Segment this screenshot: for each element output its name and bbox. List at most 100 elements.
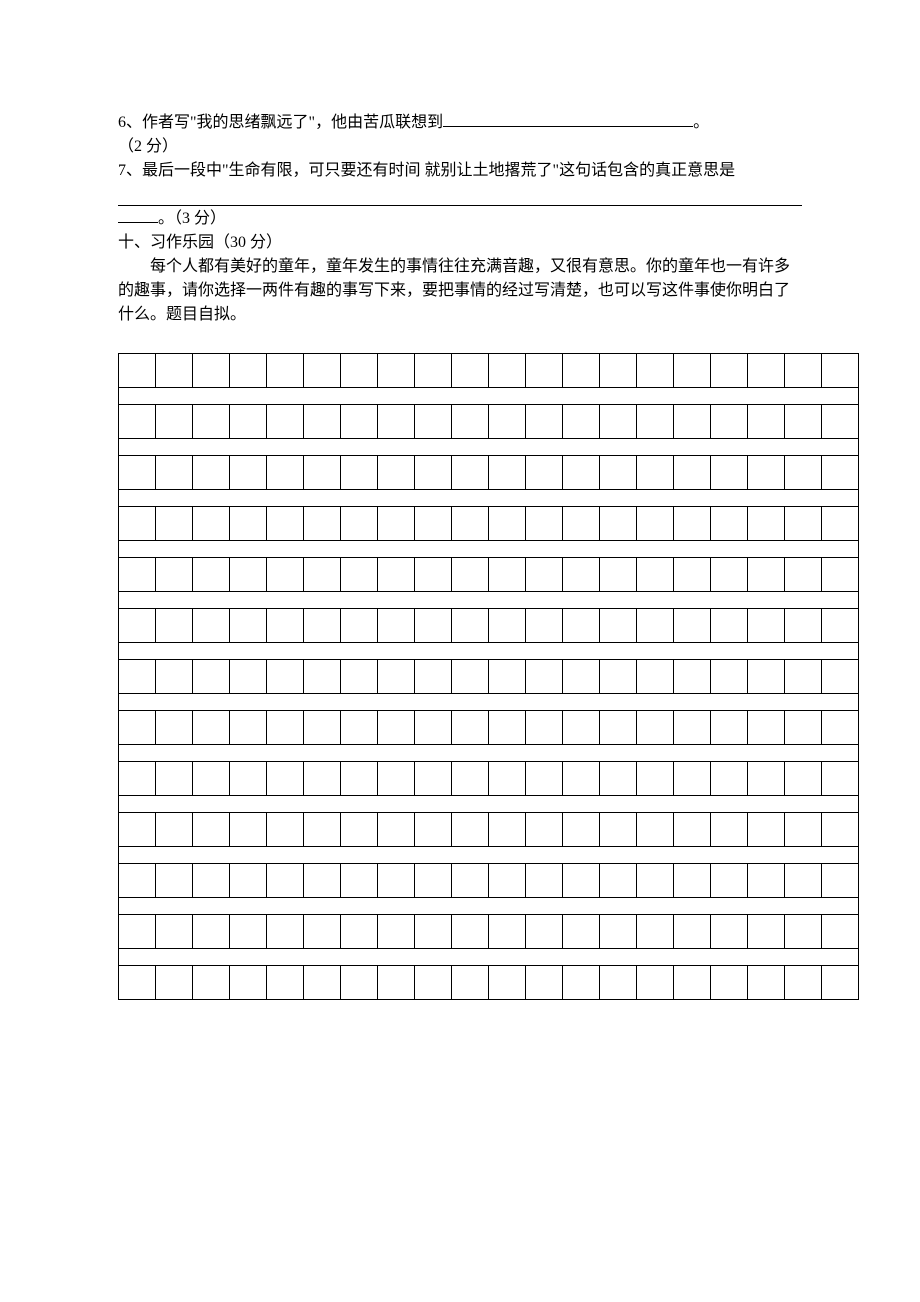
grid-cell [489, 660, 526, 694]
grid-spacer-cell [748, 592, 785, 609]
grid-spacer-cell [341, 796, 378, 813]
grid-spacer-cell [415, 694, 452, 711]
grid-cell [341, 456, 378, 490]
grid-spacer-cell [674, 796, 711, 813]
grid-spacer-cell [119, 847, 156, 864]
grid-spacer-cell [600, 847, 637, 864]
grid-spacer-cell [267, 439, 304, 456]
grid-spacer-cell [119, 949, 156, 966]
grid-cell [267, 558, 304, 592]
grid-cell [378, 966, 415, 1000]
grid-spacer-cell [415, 490, 452, 507]
grid-cell [230, 507, 267, 541]
q6-suffix: 。 [693, 114, 709, 131]
grid-spacer-cell [156, 541, 193, 558]
grid-spacer-cell [156, 847, 193, 864]
grid-spacer-cell [304, 847, 341, 864]
grid-cell [822, 354, 859, 388]
grid-spacer-cell [452, 847, 489, 864]
grid-spacer-cell [267, 796, 304, 813]
grid-row [119, 405, 859, 439]
grid-spacer-cell [119, 643, 156, 660]
grid-spacer-cell [563, 490, 600, 507]
grid-cell [341, 966, 378, 1000]
grid-cell [378, 711, 415, 745]
grid-spacer-cell [119, 490, 156, 507]
grid-cell [193, 864, 230, 898]
grid-spacer-cell [378, 541, 415, 558]
grid-cell [637, 405, 674, 439]
grid-spacer-cell [822, 592, 859, 609]
grid-spacer-cell [600, 694, 637, 711]
grid-cell [267, 609, 304, 643]
grid-cell [711, 558, 748, 592]
grid-spacer-cell [304, 592, 341, 609]
grid-spacer-cell [193, 490, 230, 507]
grid-spacer-cell [304, 949, 341, 966]
grid-cell [822, 915, 859, 949]
grid-cell [637, 354, 674, 388]
grid-cell [415, 507, 452, 541]
grid-cell [674, 711, 711, 745]
grid-spacer-cell [785, 541, 822, 558]
grid-cell [489, 915, 526, 949]
grid-spacer-cell [230, 949, 267, 966]
grid-spacer-row [119, 745, 859, 762]
grid-cell [711, 864, 748, 898]
grid-spacer-cell [452, 439, 489, 456]
grid-spacer-cell [267, 388, 304, 405]
grid-cell [489, 507, 526, 541]
grid-spacer-cell [156, 439, 193, 456]
grid-spacer-cell [748, 490, 785, 507]
grid-spacer-cell [637, 694, 674, 711]
grid-cell [230, 966, 267, 1000]
grid-cell [711, 507, 748, 541]
grid-spacer-cell [378, 694, 415, 711]
q6-points: （2 分） [118, 135, 802, 159]
grid-spacer-cell [711, 745, 748, 762]
grid-spacer-cell [748, 898, 785, 915]
grid-spacer-cell [785, 847, 822, 864]
section-heading: 十、习作乐园（30 分） [118, 231, 802, 255]
grid-cell [526, 711, 563, 745]
grid-spacer-cell [600, 796, 637, 813]
grid-cell [304, 405, 341, 439]
grid-cell [341, 864, 378, 898]
grid-cell [600, 813, 637, 847]
grid-spacer-cell [378, 490, 415, 507]
grid-cell [489, 711, 526, 745]
grid-cell [785, 558, 822, 592]
grid-cell [785, 813, 822, 847]
grid-row [119, 558, 859, 592]
grid-cell [748, 813, 785, 847]
grid-spacer-cell [822, 541, 859, 558]
grid-cell [193, 762, 230, 796]
grid-cell [637, 660, 674, 694]
grid-cell [193, 660, 230, 694]
grid-cell [674, 354, 711, 388]
grid-cell [304, 456, 341, 490]
grid-cell [489, 762, 526, 796]
grid-spacer-cell [748, 541, 785, 558]
grid-cell [230, 354, 267, 388]
grid-cell [563, 354, 600, 388]
grid-spacer-cell [637, 898, 674, 915]
grid-spacer-cell [304, 796, 341, 813]
grid-cell [711, 813, 748, 847]
grid-cell [674, 609, 711, 643]
grid-cell [304, 966, 341, 1000]
grid-spacer-cell [415, 592, 452, 609]
grid-spacer-cell [563, 439, 600, 456]
grid-cell [526, 660, 563, 694]
grid-cell [415, 558, 452, 592]
grid-cell [304, 507, 341, 541]
grid-spacer-cell [415, 949, 452, 966]
grid-cell [230, 711, 267, 745]
grid-spacer-cell [341, 541, 378, 558]
grid-spacer-cell [452, 541, 489, 558]
grid-cell [785, 915, 822, 949]
grid-cell [822, 966, 859, 1000]
grid-cell [489, 456, 526, 490]
grid-spacer-cell [563, 694, 600, 711]
grid-spacer-cell [822, 847, 859, 864]
